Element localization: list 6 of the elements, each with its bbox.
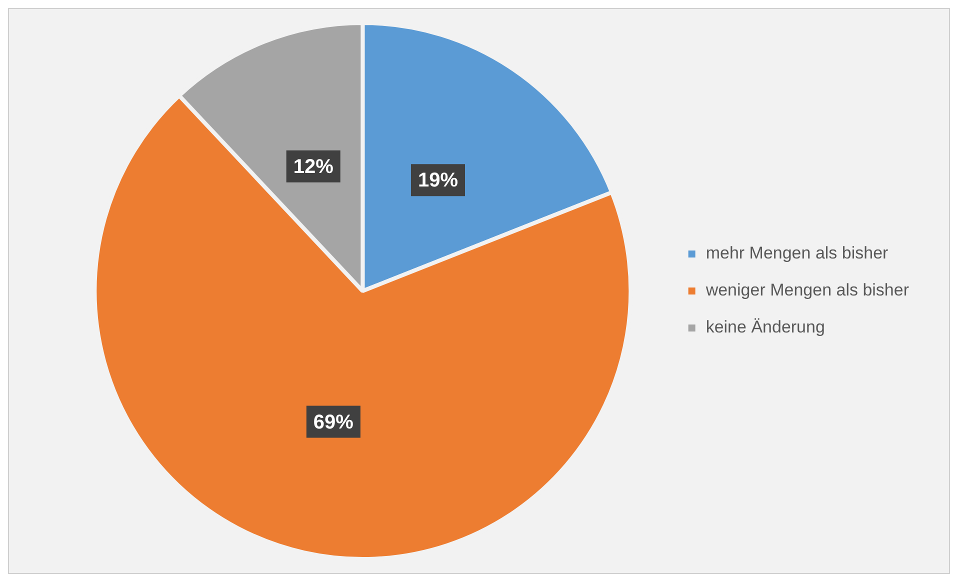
data-label: 69% — [313, 411, 354, 434]
legend-label: weniger Mengen als bisher — [704, 280, 910, 300]
legend-label: keine Änderung — [706, 318, 825, 337]
data-label: 12% — [293, 156, 334, 178]
data-label: 19% — [418, 170, 458, 192]
legend-label: mehr Mengen als bisher — [706, 244, 889, 263]
